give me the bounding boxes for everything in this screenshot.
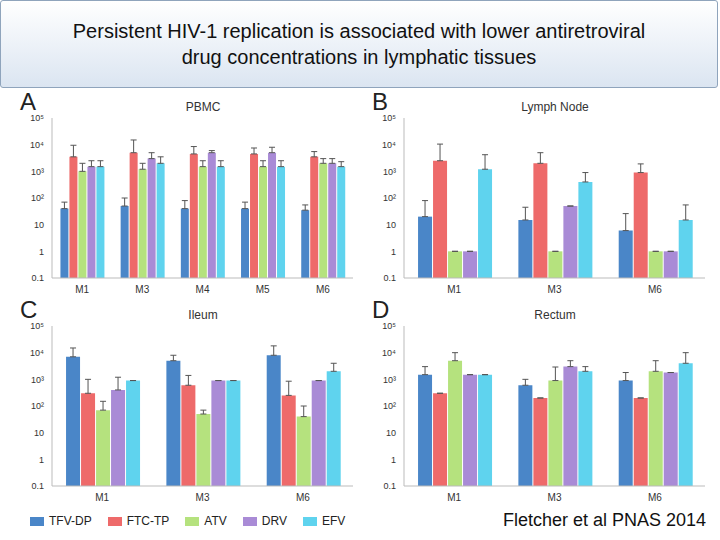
html-text:FTC-TP: FTC-TP <box>126 514 170 528</box>
svg-text:M1: M1 <box>75 284 89 295</box>
svg-text:M3: M3 <box>196 492 210 503</box>
html-text:B: B <box>372 88 388 115</box>
svg-text:0.1: 0.1 <box>31 481 44 491</box>
svg-text:M6: M6 <box>316 284 330 295</box>
html-text:Persistent HIV-1 replication i: Persistent HIV-1 replication is associat… <box>72 20 646 68</box>
svg-text:M6: M6 <box>648 492 662 503</box>
svg-text:M6: M6 <box>648 284 662 295</box>
svg-text:1: 1 <box>39 455 44 465</box>
html-text:PBMC: PBMC <box>185 100 221 114</box>
svg-text:M6: M6 <box>296 492 310 503</box>
html-text:ATV: ATV <box>204 514 227 528</box>
svg-text:10³: 10³ <box>383 375 396 385</box>
svg-text:10: 10 <box>386 428 396 438</box>
svg-text:10²: 10² <box>31 193 44 203</box>
svg-text:10³: 10³ <box>31 167 44 177</box>
svg-text:10³: 10³ <box>31 375 44 385</box>
svg-text:0.1: 0.1 <box>383 481 396 491</box>
svg-text:10⁴: 10⁴ <box>30 140 44 150</box>
svg-text:M3: M3 <box>548 284 562 295</box>
html-text:Fletcher et al PNAS 2014: Fletcher et al PNAS 2014 <box>502 510 706 530</box>
svg-text:10⁵: 10⁵ <box>382 322 396 331</box>
svg-text:1: 1 <box>391 247 396 257</box>
svg-text:10⁵: 10⁵ <box>30 114 44 123</box>
svg-text:10⁵: 10⁵ <box>382 114 396 123</box>
svg-text:M3: M3 <box>548 492 562 503</box>
svg-text:10: 10 <box>386 220 396 230</box>
svg-text:M1: M1 <box>447 492 461 503</box>
svg-text:1: 1 <box>39 247 44 257</box>
svg-text:0.1: 0.1 <box>31 273 44 283</box>
svg-text:M3: M3 <box>135 284 149 295</box>
html-text:D: D <box>372 296 390 323</box>
svg-text:10: 10 <box>34 428 44 438</box>
svg-text:0.1: 0.1 <box>383 273 396 283</box>
html-text:C: C <box>20 296 38 323</box>
html-text:Ileum: Ileum <box>188 308 218 322</box>
html-text:A: A <box>20 88 36 115</box>
svg-text:1: 1 <box>391 455 396 465</box>
svg-text:10⁴: 10⁴ <box>382 348 396 358</box>
html-text:Lymph Node: Lymph Node <box>521 100 589 114</box>
svg-text:10⁵: 10⁵ <box>30 322 44 331</box>
svg-text:10²: 10² <box>383 401 396 411</box>
html-text:DRV: DRV <box>261 514 287 528</box>
svg-text:M4: M4 <box>196 284 210 295</box>
svg-text:M5: M5 <box>256 284 270 295</box>
html-text:EFV: EFV <box>321 514 346 528</box>
svg-text:10⁴: 10⁴ <box>30 348 44 358</box>
svg-text:10: 10 <box>34 220 44 230</box>
svg-text:10³: 10³ <box>383 167 396 177</box>
html-text:TFV-DP: TFV-DP <box>49 514 92 528</box>
svg-text:M1: M1 <box>95 492 109 503</box>
svg-text:10²: 10² <box>383 193 396 203</box>
svg-text:10²: 10² <box>31 401 44 411</box>
html-text:Rectum: Rectum <box>534 308 576 322</box>
svg-text:10⁴: 10⁴ <box>382 140 396 150</box>
svg-text:M1: M1 <box>447 284 461 295</box>
